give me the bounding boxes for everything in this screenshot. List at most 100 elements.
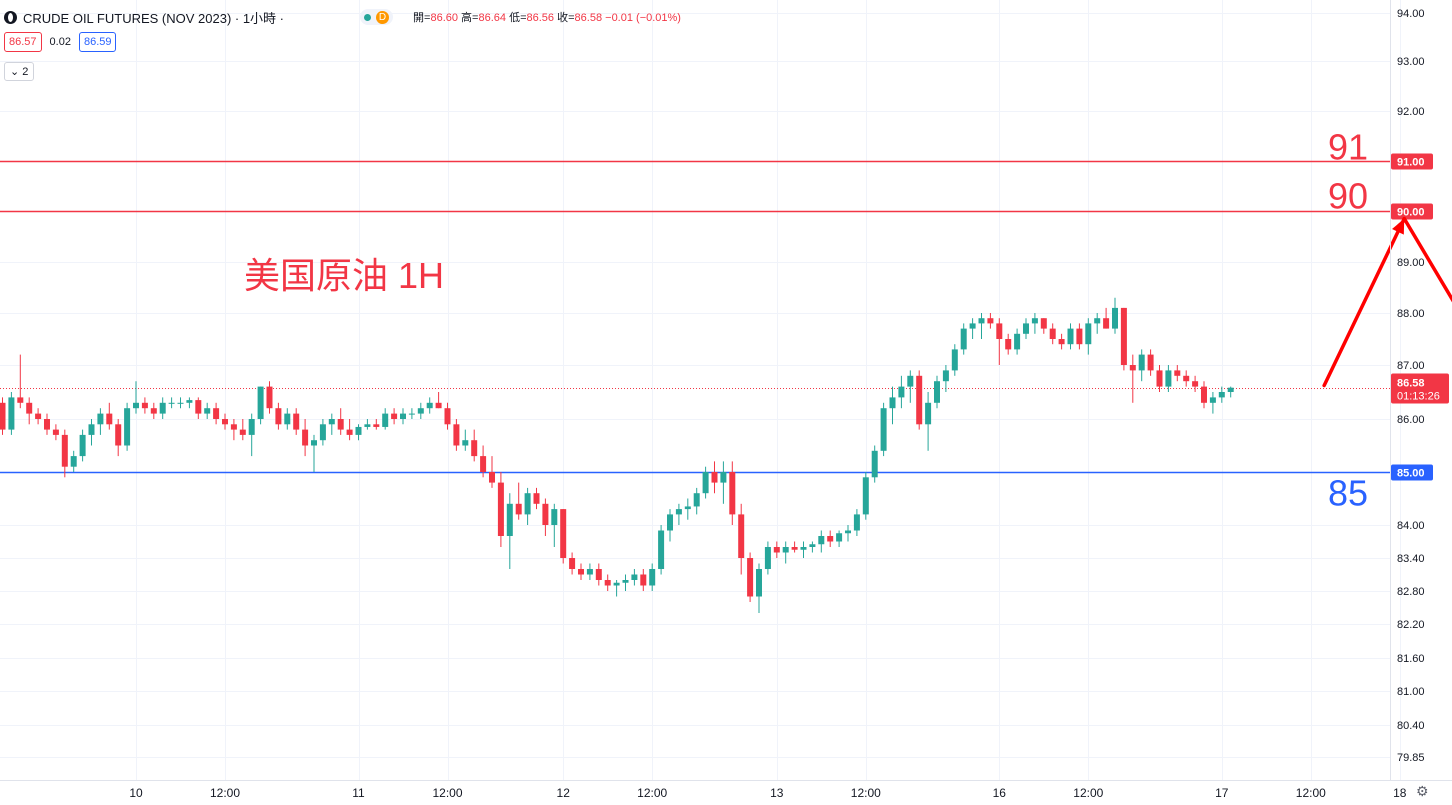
time-tick-label: 12:00 (432, 786, 462, 800)
level-annotation: 91 (1328, 127, 1368, 168)
indicators-toggle-button[interactable]: ⌄ 2 (4, 62, 35, 81)
price-tick-label: 86.00 (1397, 414, 1425, 426)
market-status[interactable]: D (360, 9, 394, 25)
candle-body (391, 413, 398, 419)
candle-body (916, 375, 923, 425)
candle-body (827, 536, 834, 542)
candle-body (942, 370, 949, 382)
buy-price-button[interactable]: 86.59 (78, 32, 117, 52)
ohlc-high-value: 86.64 (478, 12, 507, 24)
candle-body (996, 323, 1003, 339)
time-tick-label: 12:00 (851, 786, 881, 800)
candle-body (809, 544, 816, 547)
sell-price-button[interactable]: 86.57 (4, 32, 42, 52)
candle-body (373, 424, 380, 427)
candle-body (400, 413, 406, 419)
market-open-dot-icon (364, 13, 372, 21)
symbol-title[interactable]: CRUDE OIL FUTURES (NOV 2023) · 1小時 · (23, 10, 285, 26)
settings-gear-icon[interactable]: ⚙ (1416, 783, 1429, 799)
candle-body (960, 328, 967, 350)
price-tick-label: 88.00 (1397, 308, 1425, 320)
candlestick-series (0, 297, 1234, 613)
candle-body (578, 569, 584, 575)
ohlc-open-value: 86.60 (430, 12, 458, 24)
candle-body (613, 582, 620, 586)
ohlc-low-value: 86.56 (526, 12, 555, 24)
candle-body (533, 493, 540, 504)
price-tick-label: 83.40 (1397, 553, 1425, 565)
time-tick-label: 12:00 (637, 786, 667, 800)
candle-body (756, 569, 762, 597)
level-price-badge (1391, 464, 1433, 481)
candle-body (133, 402, 139, 409)
price-axis[interactable]: 94.00 93.00 92.00 89.00 88.00 87.00 86.00 84.00… (1397, 8, 1425, 764)
candle-body (8, 397, 15, 430)
candle-body (1014, 333, 1021, 350)
candle-body (61, 434, 68, 467)
candle-body (35, 413, 42, 419)
candle-body (862, 477, 869, 515)
chart-title: 美国原油 1H (244, 255, 444, 296)
price-tick-label: 93.00 (1397, 56, 1425, 68)
candle-body (52, 429, 59, 435)
candle-body (934, 381, 940, 403)
candle-body (355, 426, 362, 435)
candle-body (640, 574, 647, 586)
candle-body (658, 530, 665, 569)
candle-body (925, 402, 932, 425)
candle-body (871, 450, 878, 478)
candle-body (204, 408, 211, 414)
last-price-badge: 86.58 01:13:26 (1391, 373, 1449, 404)
candle-body (524, 493, 531, 515)
forecast-arrow-head (1392, 218, 1405, 235)
candle-body (213, 408, 220, 419)
quote-panel: 86.57 0.02 86.59 (4, 32, 117, 52)
time-axis[interactable]: 10 12:00 11 12:00 12 12:00 13 12:00 16 12:00 17 12:… (129, 786, 1452, 800)
candle-body (337, 419, 344, 430)
candle-body (150, 408, 157, 414)
time-tick-label: 12:00 (210, 786, 240, 800)
candle-body (97, 413, 104, 425)
candle-body (1058, 339, 1065, 345)
forecast-arrow-segment (1322, 216, 1406, 388)
time-tick-label: 17 (1215, 786, 1229, 800)
candle-body (70, 456, 77, 467)
time-tick-label: 13 (770, 786, 784, 800)
candle-body (26, 402, 33, 414)
candle-body (124, 408, 131, 446)
candle-body (747, 558, 754, 597)
candle-body (551, 509, 558, 525)
chevron-down-icon: ⌄ (10, 66, 20, 78)
candle-body (266, 386, 273, 409)
candle-body (1094, 318, 1101, 324)
last-price-value: 86.58 (1397, 378, 1425, 390)
candle-body (845, 530, 851, 534)
price-tick-label: 84.00 (1397, 520, 1425, 532)
price-tick-label: 81.00 (1397, 686, 1425, 698)
candle-body (1174, 370, 1181, 376)
candle-body (1209, 397, 1216, 403)
ohlc-high-label: 高= (461, 12, 479, 24)
symbol-header[interactable]: CRUDE OIL FUTURES (NOV 2023) · 1小時 · D 開… (4, 7, 681, 27)
candle-body (1040, 318, 1047, 329)
candle-body (159, 402, 166, 414)
candle-body (408, 413, 415, 415)
candle-body (417, 408, 424, 414)
candle-body (168, 402, 175, 404)
candle-body (1005, 339, 1012, 350)
ohlc-low-label: 低= (509, 12, 527, 24)
candle-body (889, 397, 896, 409)
candle-body (969, 323, 976, 329)
candle-body (382, 413, 389, 427)
candle-body (257, 386, 264, 419)
candle-body (782, 547, 789, 553)
candle-body (1049, 328, 1056, 339)
candle-body (462, 440, 469, 446)
time-tick-label: 12:00 (1296, 786, 1326, 800)
candle-body (311, 440, 317, 446)
candle-body (364, 424, 371, 427)
candle-body (702, 472, 709, 494)
horizontal-levels[interactable]: 91.00 91 90.00 90 85.00 85 (0, 127, 1433, 514)
candle-body (328, 419, 335, 425)
